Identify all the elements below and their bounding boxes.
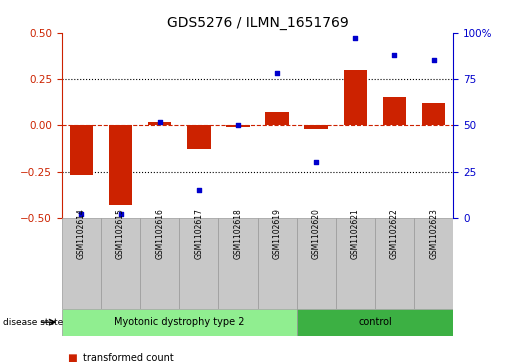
Text: GSM1102620: GSM1102620 (312, 208, 321, 258)
Title: GDS5276 / ILMN_1651769: GDS5276 / ILMN_1651769 (167, 16, 348, 30)
Bar (383, 98, 406, 125)
Bar (297, 309, 453, 336)
Bar (62, 309, 297, 336)
Text: transformed count: transformed count (83, 352, 174, 363)
Bar (344, 70, 367, 125)
Text: disease state: disease state (3, 318, 63, 327)
Bar (148, 122, 171, 125)
Bar (179, 218, 218, 309)
Point (234, 122, 242, 128)
Bar (140, 218, 179, 309)
Bar (265, 112, 289, 125)
Text: control: control (358, 317, 392, 327)
Bar (226, 125, 250, 127)
Text: GSM1102615: GSM1102615 (116, 208, 125, 258)
Point (77, 211, 85, 217)
Bar (422, 103, 445, 125)
Text: GSM1102618: GSM1102618 (233, 208, 243, 258)
Text: Myotonic dystrophy type 2: Myotonic dystrophy type 2 (114, 317, 245, 327)
Bar (109, 125, 132, 205)
Point (351, 35, 359, 41)
Point (156, 119, 164, 125)
Text: GSM1102622: GSM1102622 (390, 208, 399, 258)
Bar (336, 218, 375, 309)
Bar (304, 125, 328, 129)
Bar (101, 218, 140, 309)
Text: GSM1102623: GSM1102623 (429, 208, 438, 258)
Point (312, 159, 320, 165)
Bar (187, 125, 211, 149)
Bar (70, 125, 93, 175)
Point (195, 187, 203, 193)
Point (273, 70, 281, 76)
Bar (414, 218, 453, 309)
Text: ■: ■ (67, 352, 77, 363)
Text: GSM1102616: GSM1102616 (155, 208, 164, 258)
Point (390, 52, 399, 58)
Bar (297, 218, 336, 309)
Text: GSM1102617: GSM1102617 (194, 208, 203, 258)
Text: GSM1102619: GSM1102619 (272, 208, 282, 258)
Point (116, 211, 125, 217)
Bar (258, 218, 297, 309)
Bar (375, 218, 414, 309)
Text: GSM1102621: GSM1102621 (351, 208, 360, 258)
Point (430, 57, 438, 63)
Bar (62, 218, 101, 309)
Bar (218, 218, 258, 309)
Text: GSM1102614: GSM1102614 (77, 208, 86, 258)
